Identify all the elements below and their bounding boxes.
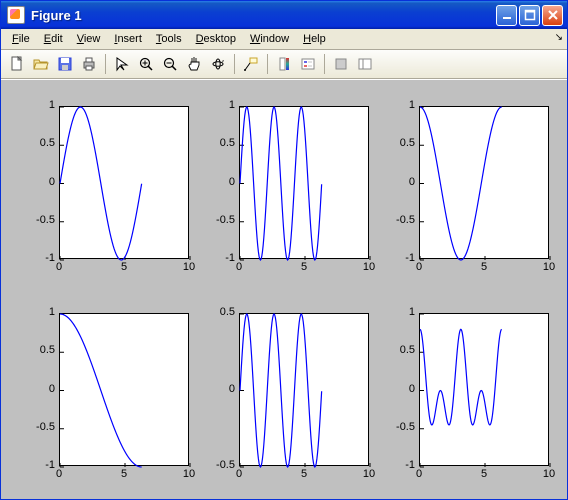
subplot-3[interactable] — [419, 106, 549, 259]
ytick-label: -1 — [405, 459, 415, 471]
ytick-label: -0.5 — [396, 421, 415, 433]
ytick-label: 0 — [409, 176, 415, 188]
toolbar-separator — [105, 54, 106, 74]
xtick-label: 5 — [476, 468, 492, 480]
toolbar-separator — [267, 54, 268, 74]
subplot-4[interactable] — [59, 313, 189, 466]
app-icon — [7, 6, 25, 24]
print-icon[interactable] — [77, 52, 101, 76]
menu-help[interactable]: Help — [296, 31, 333, 47]
zoom-in-icon[interactable] — [134, 52, 158, 76]
minimize-button[interactable] — [496, 5, 517, 26]
xtick-label: 10 — [181, 261, 197, 273]
ytick-label: 0.5 — [220, 137, 235, 149]
line-series — [60, 314, 142, 467]
ytick-label: 1 — [409, 99, 415, 111]
line-series — [240, 107, 322, 260]
rotate-3d-icon[interactable] — [206, 52, 230, 76]
xtick-label: 5 — [476, 261, 492, 273]
ytick-label: 0.5 — [220, 306, 235, 318]
ytick-label: 1 — [229, 99, 235, 111]
title-bar[interactable]: Figure 1 — [1, 1, 567, 29]
open-icon[interactable] — [29, 52, 53, 76]
toolbar-separator — [324, 54, 325, 74]
line-series — [420, 107, 502, 260]
ytick-label: 0 — [229, 176, 235, 188]
pan-icon[interactable] — [182, 52, 206, 76]
line-series — [60, 107, 142, 260]
save-icon[interactable] — [53, 52, 77, 76]
hide-tools-icon[interactable] — [329, 52, 353, 76]
ytick-label: -0.5 — [36, 421, 55, 433]
ytick-label: 1 — [49, 99, 55, 111]
figure-canvas: 0510-1-0.500.510510-1-0.500.510510-1-0.5… — [1, 79, 567, 499]
ytick-label: -0.5 — [216, 214, 235, 226]
ytick-label: 0.5 — [40, 344, 55, 356]
ytick-label: -1 — [405, 252, 415, 264]
line-series — [420, 329, 502, 425]
menu-file[interactable]: File — [5, 31, 37, 47]
ytick-label: 0.5 — [40, 137, 55, 149]
xtick-label: 5 — [116, 261, 132, 273]
ytick-label: -1 — [45, 252, 55, 264]
xtick-label: 10 — [541, 468, 557, 480]
xtick-label: 10 — [361, 468, 377, 480]
ytick-label: 0.5 — [400, 344, 415, 356]
figure-window: Figure 1 FileEditViewInsertToolsDesktopW… — [0, 0, 568, 500]
menu-insert[interactable]: Insert — [107, 31, 149, 47]
subplot-2[interactable] — [239, 106, 369, 259]
xtick-label: 10 — [181, 468, 197, 480]
menu-window[interactable]: Window — [243, 31, 296, 47]
line-series — [240, 314, 322, 467]
menu-edit[interactable]: Edit — [37, 31, 70, 47]
subplot-1[interactable] — [59, 106, 189, 259]
xtick-label: 10 — [541, 261, 557, 273]
legend-icon[interactable] — [296, 52, 320, 76]
menu-corner-icon: ↘ — [555, 32, 563, 43]
edit-plot-icon[interactable] — [110, 52, 134, 76]
xtick-label: 10 — [361, 261, 377, 273]
xtick-label: 5 — [296, 468, 312, 480]
ytick-label: -0.5 — [216, 459, 235, 471]
ytick-label: -1 — [45, 459, 55, 471]
ytick-label: -0.5 — [396, 214, 415, 226]
xtick-label: 5 — [296, 261, 312, 273]
zoom-out-icon[interactable] — [158, 52, 182, 76]
ytick-label: 0.5 — [400, 137, 415, 149]
xtick-label: 5 — [116, 468, 132, 480]
ytick-label: 1 — [409, 306, 415, 318]
ytick-label: -1 — [225, 252, 235, 264]
close-button[interactable] — [542, 5, 563, 26]
toolbar-separator — [234, 54, 235, 74]
ytick-label: 0 — [409, 383, 415, 395]
ytick-label: 0 — [229, 383, 235, 395]
ytick-label: 0 — [49, 383, 55, 395]
window-title: Figure 1 — [31, 8, 494, 23]
colorbar-icon[interactable] — [272, 52, 296, 76]
menu-tools[interactable]: Tools — [149, 31, 189, 47]
new-figure-icon[interactable] — [5, 52, 29, 76]
menu-view[interactable]: View — [70, 31, 108, 47]
subplot-5[interactable] — [239, 313, 369, 466]
subplot-6[interactable] — [419, 313, 549, 466]
menu-desktop[interactable]: Desktop — [189, 31, 243, 47]
ytick-label: 0 — [49, 176, 55, 188]
ytick-label: 1 — [49, 306, 55, 318]
toolbar — [1, 50, 567, 79]
maximize-button[interactable] — [519, 5, 540, 26]
data-cursor-icon[interactable] — [239, 52, 263, 76]
show-tools-icon[interactable] — [353, 52, 377, 76]
ytick-label: -0.5 — [36, 214, 55, 226]
menu-bar: FileEditViewInsertToolsDesktopWindowHelp… — [1, 29, 567, 50]
